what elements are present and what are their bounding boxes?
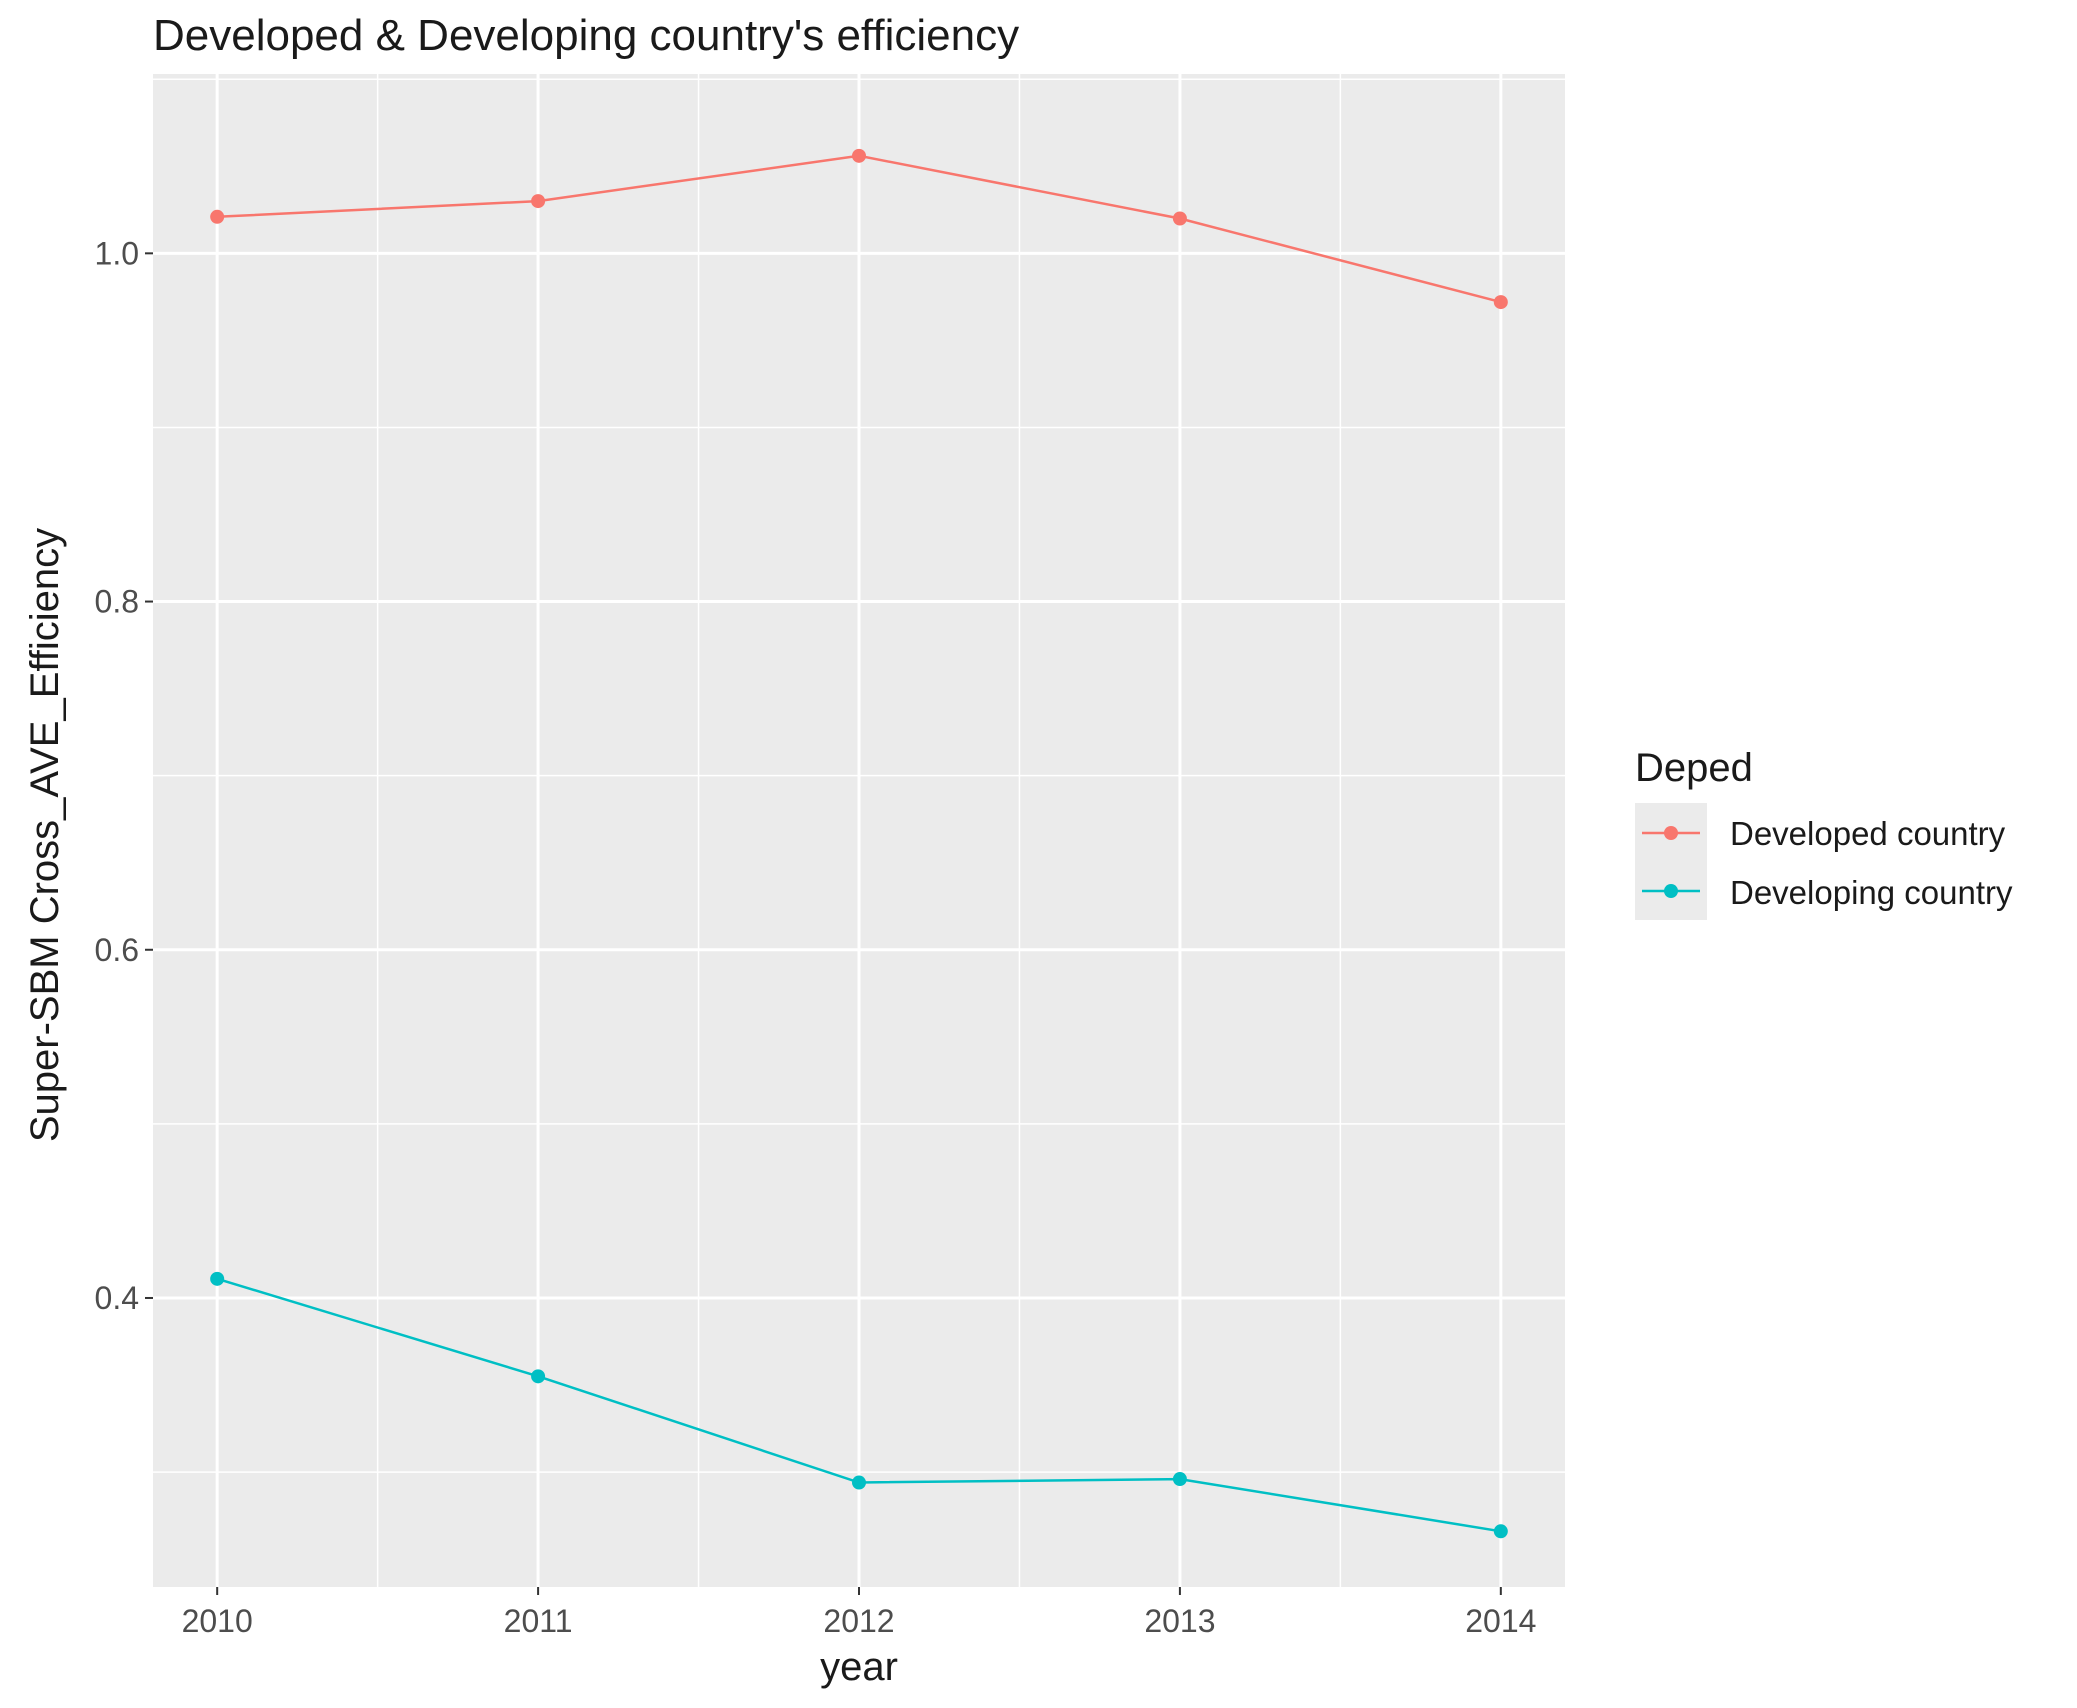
- x-tick-label-4: 2014: [1465, 1603, 1536, 1639]
- x-tick-label-2: 2012: [823, 1603, 894, 1639]
- point-1-0: [210, 1271, 225, 1286]
- y-tick-label-3: 1.0: [95, 235, 139, 271]
- grid-major: [153, 74, 1565, 1587]
- legend-label-developing: Developing country: [1730, 874, 2013, 911]
- y-axis: 0.4 0.6 0.8 1.0: [95, 235, 153, 1316]
- x-axis: 2010 2011 2012 2013 2014: [182, 1587, 1536, 1639]
- legend: Deped Developed country Developing count…: [1635, 746, 2013, 920]
- point-1-2: [852, 1475, 866, 1490]
- point-1-3: [1172, 1472, 1187, 1487]
- x-axis-title: year: [820, 1645, 898, 1689]
- legend-label-developed: Developed country: [1730, 815, 2006, 852]
- chart-title: Developed & Developing country's efficie…: [153, 11, 1019, 60]
- point-1-4: [1493, 1524, 1508, 1539]
- point-0-2: [852, 148, 866, 163]
- y-tick-label-0: 0.4: [95, 1280, 139, 1316]
- y-tick-label-2: 0.8: [95, 584, 139, 620]
- y-axis-title: Super-SBM Cross_AVE_Efficiency: [23, 528, 67, 1142]
- legend-title: Deped: [1635, 746, 1753, 790]
- legend-key-point-developing: [1664, 884, 1678, 898]
- legend-key-background: [1635, 803, 1707, 920]
- point-0-0: [210, 209, 225, 224]
- point-0-4: [1493, 295, 1508, 310]
- y-tick-label-1: 0.6: [95, 932, 139, 968]
- legend-key-point-developed: [1664, 826, 1678, 840]
- point-0-3: [1172, 211, 1187, 226]
- point-1-1: [531, 1369, 546, 1384]
- x-tick-label-1: 2011: [504, 1603, 573, 1639]
- x-tick-label-0: 2010: [182, 1603, 253, 1639]
- point-0-1: [531, 194, 546, 209]
- x-tick-label-3: 2013: [1144, 1603, 1215, 1639]
- series-points: [210, 148, 1508, 1539]
